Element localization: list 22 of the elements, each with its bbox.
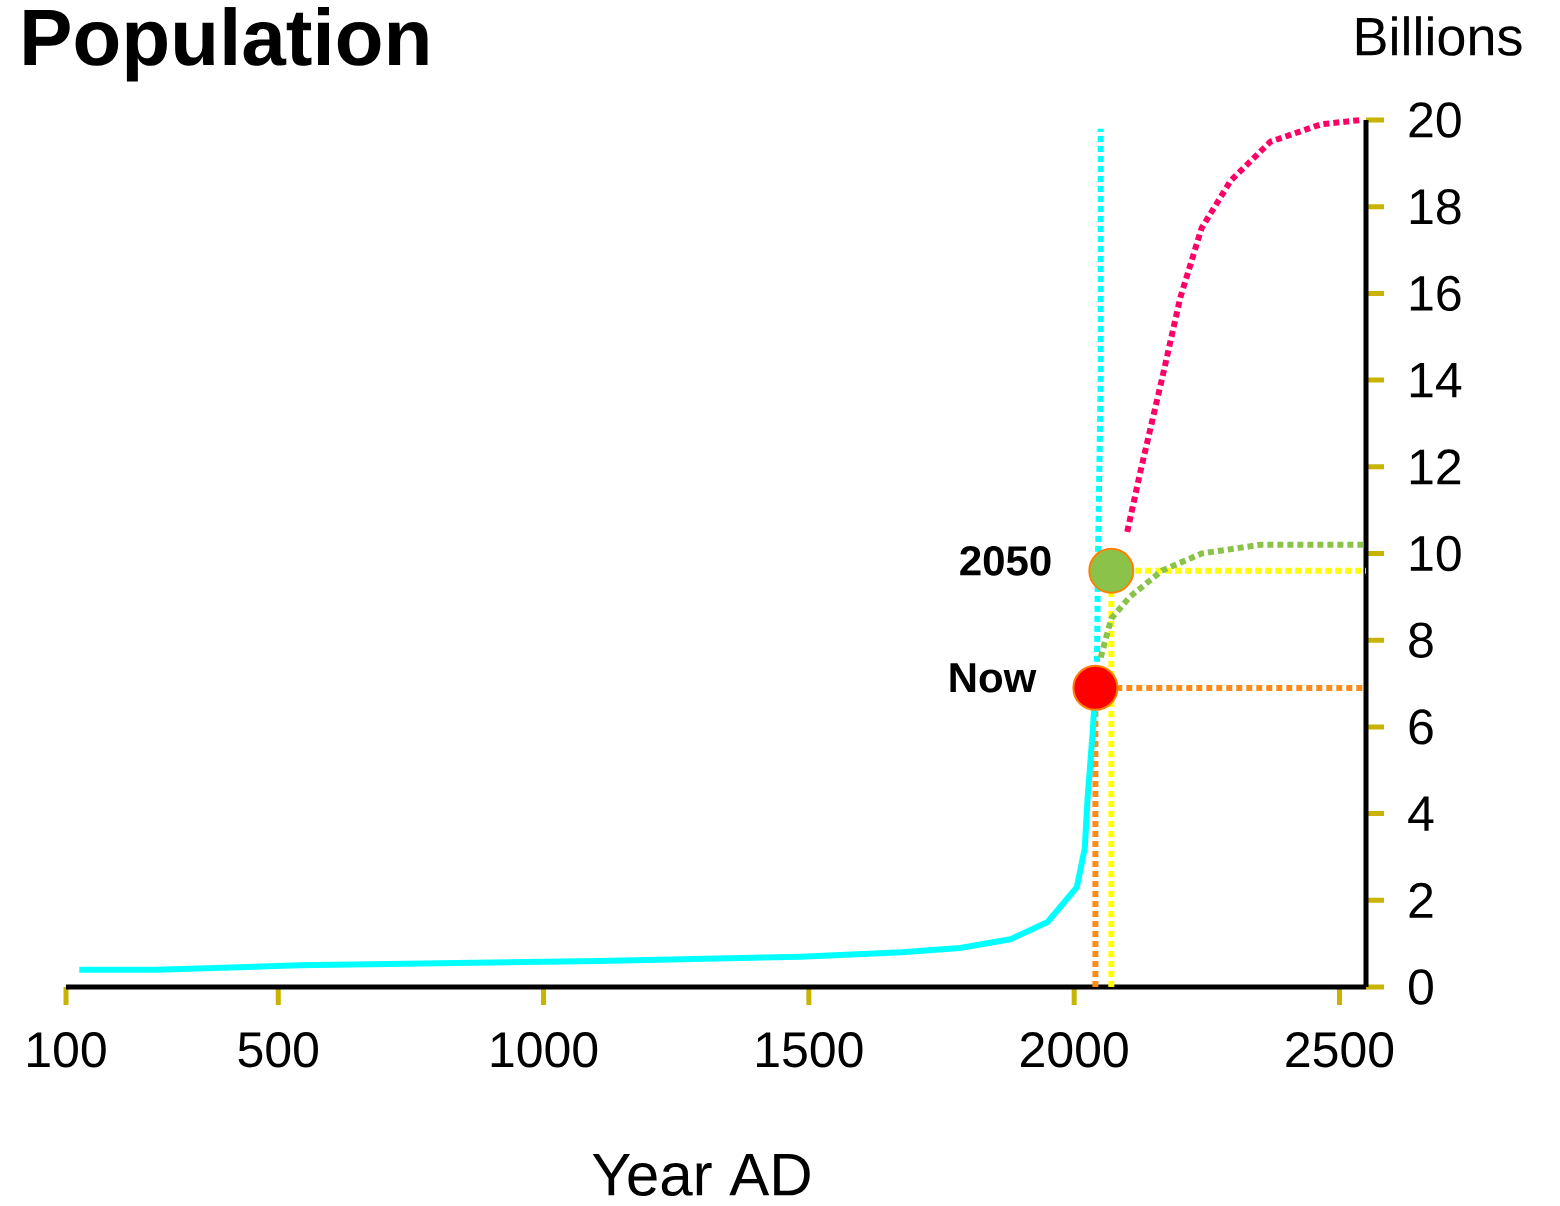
x-tick-label: 1500: [757, 1032, 863, 1068]
y-tick-label: 0: [1409, 969, 1433, 1005]
y-tick-label: 10: [1410, 535, 1461, 572]
y-tick-label: 18: [1410, 188, 1461, 225]
y-tick-label: 2: [1409, 882, 1433, 918]
y-tick-label: 14: [1410, 362, 1462, 398]
x-tick-label: 2500: [1286, 1032, 1394, 1068]
x-tick-label: 500: [238, 1032, 318, 1068]
y-tick-label: 8: [1409, 622, 1433, 658]
x-tick-label: 1000: [491, 1032, 598, 1068]
y-tick-label: 4: [1408, 796, 1434, 831]
annotation: 2050: [960, 545, 1051, 576]
y-axis-title: Billions: [1356, 16, 1522, 56]
chart-title: Population: [24, 7, 428, 82]
y-tick-label: 20: [1409, 102, 1461, 138]
x-tick-label: 2000: [1021, 1032, 1128, 1068]
y-tick-label: 6: [1409, 709, 1433, 745]
x-axis-title: Year AD: [592, 1154, 810, 1196]
x-tick-label: 100: [28, 1032, 106, 1068]
annotation: Now: [950, 663, 1037, 693]
y-tick-label: 12: [1410, 449, 1461, 485]
y-tick-label: 16: [1410, 275, 1461, 312]
